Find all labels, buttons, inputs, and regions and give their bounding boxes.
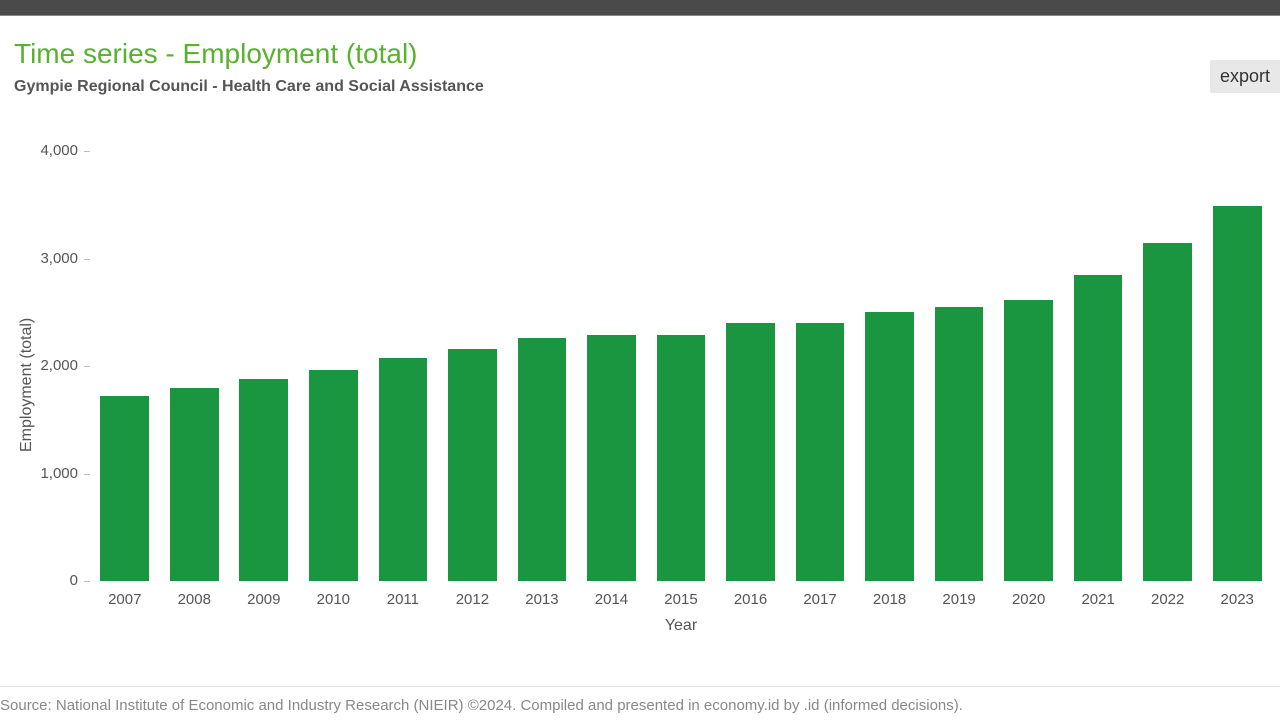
bar[interactable] bbox=[657, 335, 706, 581]
y-tick-label: 4,000 bbox=[0, 142, 78, 159]
chart: Employment (total) Year 0 1,000 2,000 3,000… bbox=[0, 151, 1280, 651]
x-tick-label: 2023 bbox=[1202, 591, 1272, 608]
x-tick-label: 2020 bbox=[994, 591, 1064, 608]
x-tick-label: 2022 bbox=[1133, 591, 1203, 608]
y-tick-label: 3,000 bbox=[0, 250, 78, 267]
x-tick-label: 2011 bbox=[368, 591, 438, 608]
y-tick-label: 0 bbox=[0, 572, 78, 589]
y-tick-label: 1,000 bbox=[0, 465, 78, 482]
bar[interactable] bbox=[587, 335, 636, 581]
bar[interactable] bbox=[239, 379, 288, 581]
x-tick-label: 2010 bbox=[299, 591, 369, 608]
x-tick-label: 2014 bbox=[577, 591, 647, 608]
y-axis-title: Employment (total) bbox=[18, 318, 36, 452]
bar[interactable] bbox=[100, 396, 149, 581]
bar[interactable] bbox=[379, 358, 428, 581]
bar[interactable] bbox=[935, 307, 984, 581]
y-tick-mark bbox=[84, 474, 90, 475]
source-footer: Source: National Institute of Economic a… bbox=[0, 686, 1280, 714]
export-button[interactable]: export bbox=[1210, 60, 1280, 93]
y-tick-mark bbox=[84, 259, 90, 260]
page-container: Time series - Employment (total) Gympie … bbox=[0, 16, 1280, 720]
x-tick-label: 2012 bbox=[438, 591, 508, 608]
bar[interactable] bbox=[1143, 243, 1192, 581]
bar[interactable] bbox=[1004, 300, 1053, 581]
bar[interactable] bbox=[309, 370, 358, 581]
header: Time series - Employment (total) bbox=[0, 16, 1280, 70]
bar[interactable] bbox=[1213, 206, 1262, 581]
x-tick-label: 2008 bbox=[160, 591, 230, 608]
x-tick-label: 2007 bbox=[90, 591, 160, 608]
bar[interactable] bbox=[1074, 275, 1123, 581]
x-axis-title: Year bbox=[90, 617, 1272, 635]
x-tick-label: 2018 bbox=[855, 591, 925, 608]
x-tick-label: 2016 bbox=[716, 591, 786, 608]
x-tick-label: 2015 bbox=[646, 591, 716, 608]
x-tick-label: 2013 bbox=[507, 591, 577, 608]
chart-title: Time series - Employment (total) bbox=[14, 38, 418, 70]
bar[interactable] bbox=[518, 338, 567, 581]
top-bar bbox=[0, 0, 1280, 16]
y-tick-mark bbox=[84, 151, 90, 152]
y-tick-label: 2,000 bbox=[0, 357, 78, 374]
bar[interactable] bbox=[170, 388, 219, 582]
y-tick-mark bbox=[84, 366, 90, 367]
y-tick-mark bbox=[84, 581, 90, 582]
x-tick-label: 2019 bbox=[924, 591, 994, 608]
bar[interactable] bbox=[796, 323, 845, 581]
plot-area bbox=[90, 151, 1272, 581]
x-tick-label: 2009 bbox=[229, 591, 299, 608]
x-tick-label: 2021 bbox=[1063, 591, 1133, 608]
bar[interactable] bbox=[448, 349, 497, 581]
chart-subtitle: Gympie Regional Council - Health Care an… bbox=[14, 78, 1280, 96]
x-tick-label: 2017 bbox=[785, 591, 855, 608]
bar[interactable] bbox=[726, 323, 775, 581]
bar[interactable] bbox=[865, 312, 914, 581]
